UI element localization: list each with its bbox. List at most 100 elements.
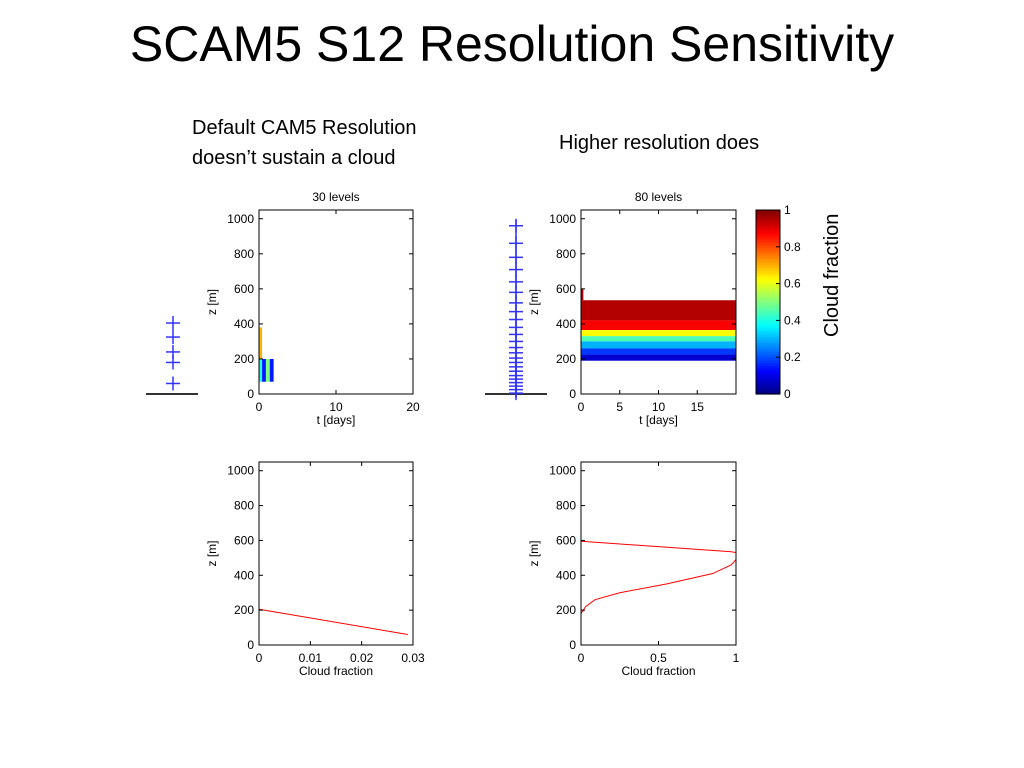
- y-tick-label-2: 400: [556, 568, 576, 582]
- colorbar-segment-22: [756, 327, 780, 332]
- heatmap-cell-4: [269, 358, 274, 382]
- colorbar-tick-label-4: 0.8: [784, 240, 801, 254]
- colorbar-segment-58: [756, 224, 780, 228]
- colorbar-segment-28: [756, 310, 780, 315]
- colorbar-segment-52: [756, 241, 780, 246]
- x-tick-label-2: 1: [733, 651, 740, 665]
- colorbar-segment-50: [756, 247, 780, 251]
- y-tick-label-3: 600: [234, 282, 254, 296]
- colorbar-segment-25: [756, 319, 780, 323]
- colorbar-segment-42: [756, 270, 780, 274]
- colorbar-segment-57: [756, 227, 780, 231]
- x-axis-label: Cloud fraction: [299, 664, 373, 678]
- colorbar-segment-11: [756, 359, 780, 363]
- chart-title: 80 levels: [635, 190, 682, 204]
- colorbar-segment-60: [756, 218, 780, 223]
- colorbar-segment-39: [756, 279, 780, 283]
- y-axis-label: z [m]: [205, 541, 219, 567]
- colorbar-tick-label-5: 1: [784, 203, 791, 217]
- caption-left-line-2: doesn’t sustain a cloud: [192, 147, 396, 169]
- colorbar-segment-0: [756, 391, 780, 395]
- colorbar-tick-label-0: 0: [784, 387, 791, 401]
- y-tick-label-0: 0: [569, 638, 576, 652]
- plot-frame: [580, 461, 737, 646]
- colorbar-segment-56: [756, 230, 780, 234]
- colorbar-segment-49: [756, 250, 780, 254]
- y-tick-label-2: 400: [234, 568, 254, 582]
- x-tick-label-0: 0: [578, 400, 585, 414]
- chart-30-levels: 0 200 400 600 800 1000 0 10 20 30 levels t [days] z…: [205, 190, 420, 427]
- y-tick-label-5: 1000: [227, 212, 254, 226]
- colorbar-segment-7: [756, 371, 780, 375]
- colorbar-label: Cloud fraction: [821, 213, 843, 337]
- x-tick-label-0: 0: [256, 400, 263, 414]
- x-tick-label-2: 0.02: [350, 651, 374, 665]
- colorbar-segment-54: [756, 235, 780, 240]
- heatmap-cell-3: [581, 336, 736, 342]
- colorbar-segment-2: [756, 385, 780, 389]
- heatmap-cell-7: [581, 288, 584, 301]
- colorbar-segment-12: [756, 356, 780, 361]
- y-tick-label-5: 1000: [549, 212, 576, 226]
- colorbar-segment-59: [756, 221, 780, 225]
- chart-80-levels: 0 200 400 600 800 1000 0 5 10 15 80 levels t [days]…: [527, 190, 737, 427]
- chart-title: 30 levels: [312, 190, 359, 204]
- heatmap-cell-0: [259, 327, 263, 359]
- y-tick-label-0: 0: [569, 387, 576, 401]
- colorbar-segment-36: [756, 287, 780, 292]
- colorbar-segment-47: [756, 256, 780, 260]
- y-tick-label-1: 200: [234, 603, 254, 617]
- x-axis-label: t [days]: [639, 413, 678, 427]
- colorbar-segment-38: [756, 281, 780, 286]
- heatmap-cell-1: [581, 320, 736, 331]
- colorbar-segment-62: [756, 212, 780, 217]
- x-tick-label-3: 0.03: [401, 651, 425, 665]
- colorbar-segment-4: [756, 379, 780, 384]
- y-tick-label-4: 800: [234, 499, 254, 513]
- y-tick-label-3: 600: [556, 282, 576, 296]
- colorbar-segment-8: [756, 368, 780, 372]
- heatmap-cell-1: [259, 358, 263, 382]
- colorbar-segment-13: [756, 353, 780, 358]
- colorbar-segment-16: [756, 345, 780, 349]
- colorbar-segment-40: [756, 276, 780, 280]
- colorbar-segment-6: [756, 373, 780, 378]
- fine-level-markers: [485, 218, 547, 401]
- caption-higher-resolution: Higher resolution does: [559, 132, 760, 154]
- colorbar-segment-26: [756, 316, 780, 320]
- heatmap-cell-2: [581, 330, 736, 337]
- caption-default-resolution: Default CAM5 Resolution doesn’t sustain …: [192, 113, 482, 173]
- colorbar-segment-53: [756, 238, 780, 243]
- y-tick-label-4: 800: [234, 247, 254, 261]
- y-tick-label-5: 1000: [227, 464, 254, 478]
- y-tick-label-2: 400: [234, 317, 254, 331]
- coarse-level-markers: [146, 316, 198, 395]
- y-tick-label-4: 800: [556, 247, 576, 261]
- heatmap-cell-3: [265, 358, 270, 382]
- y-tick-label-4: 800: [556, 499, 576, 513]
- x-tick-label-1: 0.01: [299, 651, 323, 665]
- y-tick-label-0: 0: [247, 387, 254, 401]
- colorbar: 0 0.2 0.4 0.6 0.8 1: [755, 203, 801, 401]
- x-tick-label-2: 10: [652, 400, 666, 414]
- y-axis-label: z [m]: [527, 289, 541, 315]
- heatmap-cell-4: [581, 341, 736, 349]
- y-tick-label-3: 600: [556, 533, 576, 547]
- chart-profile-fine: 0 200 400 600 800 1000 0 0.5 1 Cloud fraction z [m…: [527, 461, 740, 678]
- chart-profile-coarse: 0 200 400 600 800 1000 0 0.01 0.02 0.03 Cloud frac…: [205, 461, 425, 678]
- heatmap-cell-5: [581, 348, 736, 355]
- colorbar-segment-24: [756, 322, 780, 326]
- colorbar-segment-43: [756, 267, 780, 271]
- colorbar-segment-33: [756, 296, 780, 300]
- colorbar-segment-9: [756, 365, 780, 369]
- colorbar-segment-14: [756, 350, 780, 355]
- profile-line-0: [258, 608, 408, 636]
- x-axis-label: t [days]: [317, 413, 356, 427]
- y-tick-label-1: 200: [234, 352, 254, 366]
- colorbar-segment-29: [756, 307, 780, 312]
- colorbar-segment-30: [756, 304, 780, 309]
- colorbar-segment-37: [756, 284, 780, 289]
- heatmap-cell-0: [581, 300, 736, 321]
- heatmap-cell-6: [581, 354, 736, 361]
